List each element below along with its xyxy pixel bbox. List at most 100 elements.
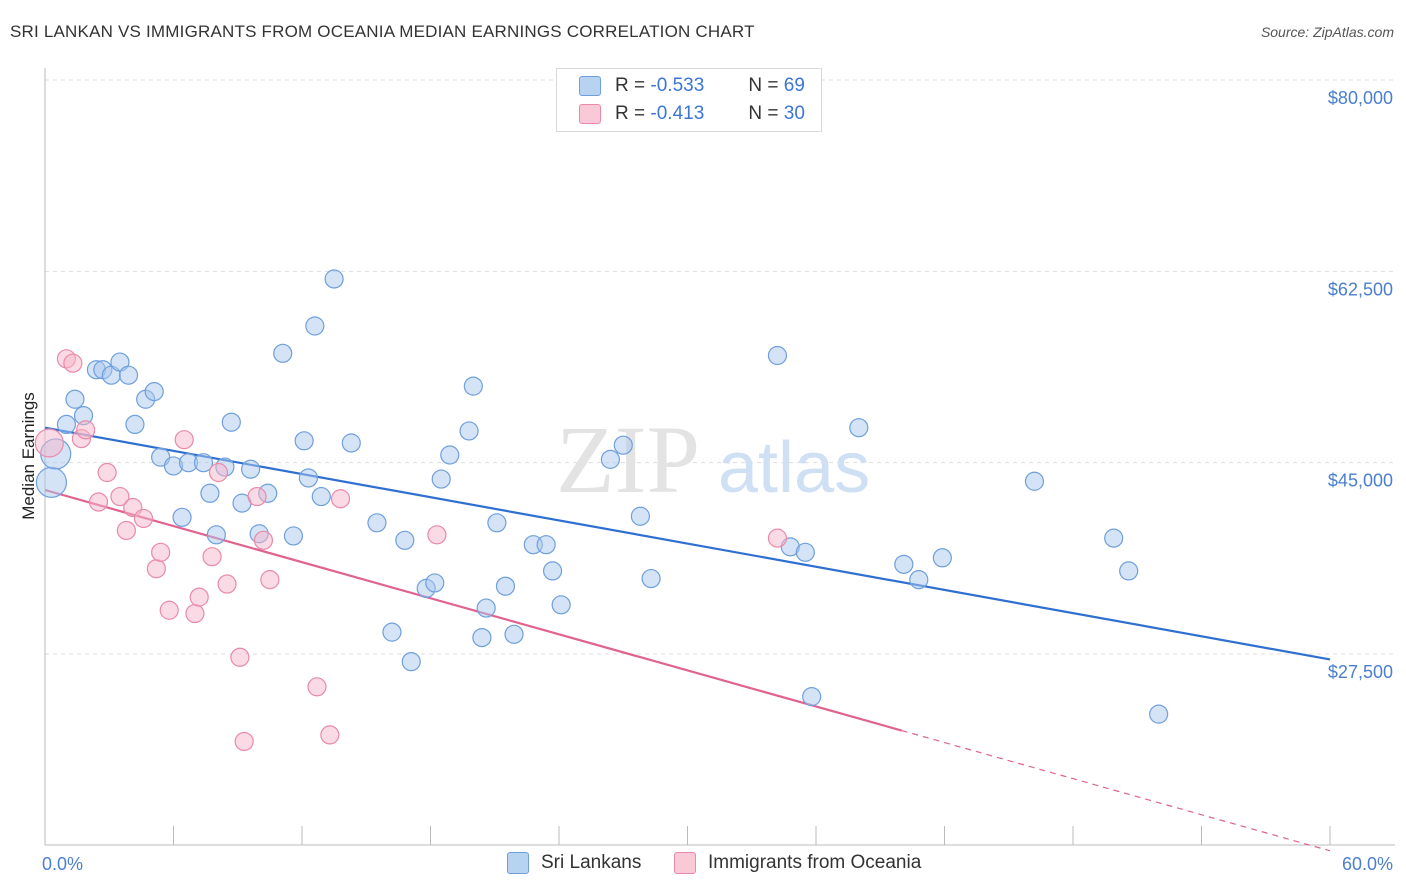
- data-point-oceania: [253, 530, 274, 550]
- data-point-sri-lankans: [630, 506, 650, 526]
- blue-swatch-icon: [507, 852, 529, 874]
- data-point-oceania: [260, 570, 280, 590]
- data-point-sri-lankans: [273, 343, 293, 363]
- data-point-sri-lankans: [431, 469, 451, 489]
- chart-title: SRI LANKAN VS IMMIGRANTS FROM OCEANIA ME…: [10, 22, 755, 41]
- r-label: R =: [615, 75, 646, 96]
- legend-label: Immigrants from Oceania: [708, 852, 922, 873]
- data-point-oceania: [76, 420, 96, 440]
- data-point-oceania: [146, 559, 166, 579]
- data-point-sri-lankans: [641, 568, 661, 589]
- data-point-sri-lankans: [613, 435, 633, 455]
- data-point-sri-lankans: [65, 389, 85, 409]
- data-point-sri-lankans: [172, 507, 192, 527]
- data-point-oceania: [159, 600, 179, 620]
- data-point-oceania: [151, 542, 171, 562]
- r-value: -0.533: [650, 75, 705, 96]
- y-tick-label: $27,500: [1328, 662, 1393, 682]
- r-label: R =: [615, 103, 646, 124]
- series-legend: Sri Lankans Immigrants from Oceania: [0, 852, 1406, 878]
- data-point-sri-lankans: [56, 414, 77, 434]
- data-point-sri-lankans: [894, 554, 914, 574]
- data-point-sri-lankans: [425, 573, 445, 593]
- data-point-oceania: [34, 428, 64, 458]
- pink-swatch-icon: [674, 852, 696, 874]
- data-point-sri-lankans: [206, 525, 226, 545]
- data-point-sri-lankans: [118, 365, 139, 385]
- data-point-oceania: [230, 647, 250, 667]
- data-point-sri-lankans: [367, 513, 387, 533]
- data-point-oceania: [307, 677, 327, 697]
- watermark-zip: ZIP: [556, 406, 700, 513]
- n-label: N =: [748, 75, 779, 96]
- data-point-oceania: [189, 587, 209, 607]
- data-point-sri-lankans: [311, 486, 331, 507]
- n-value: 69: [783, 75, 805, 96]
- data-point-sri-lankans: [294, 431, 314, 451]
- data-point-sri-lankans: [324, 269, 344, 289]
- source-credit: Source: ZipAtlas.com: [1260, 24, 1394, 40]
- data-point-sri-lankans: [1024, 471, 1045, 491]
- data-point-sri-lankans: [849, 418, 869, 438]
- legend-item-oceania[interactable]: Immigrants from Oceania: [674, 852, 921, 874]
- data-point-oceania: [330, 489, 351, 509]
- legend-label: Sri Lankans: [541, 852, 642, 873]
- data-point-sri-lankans: [305, 316, 325, 336]
- data-point-sri-lankans: [144, 382, 164, 402]
- data-point-sri-lankans: [495, 576, 516, 596]
- data-point-sri-lankans: [542, 561, 563, 581]
- data-point-sri-lankans: [463, 376, 483, 396]
- data-point-oceania: [63, 353, 83, 373]
- x-tick-label: 0.0%: [42, 854, 83, 874]
- data-point-oceania: [234, 731, 254, 752]
- data-point-oceania: [202, 547, 222, 567]
- blue-swatch-icon: [579, 76, 601, 96]
- data-point-sri-lankans: [395, 530, 415, 550]
- trendline-oceania: [44, 488, 902, 732]
- data-point-sri-lankans: [200, 483, 220, 503]
- trendline-oceania-extension: [901, 729, 1331, 852]
- data-point-sri-lankans: [472, 627, 492, 648]
- pink-swatch-icon: [579, 104, 601, 124]
- data-point-sri-lankans: [459, 421, 479, 441]
- data-point-sri-lankans: [382, 622, 402, 642]
- data-point-oceania: [97, 462, 117, 483]
- data-point-oceania: [110, 486, 130, 507]
- data-point-oceania: [185, 603, 205, 624]
- r-value: -0.413: [650, 103, 705, 124]
- data-point-sri-lankans: [1119, 561, 1139, 581]
- data-point-sri-lankans: [767, 345, 788, 366]
- n-label: N =: [748, 103, 779, 124]
- data-point-sri-lankans: [600, 449, 621, 469]
- data-point-oceania: [88, 492, 109, 512]
- data-point-sri-lankans: [476, 598, 496, 618]
- data-point-sri-lankans: [221, 412, 241, 432]
- data-point-oceania: [320, 725, 340, 745]
- data-point-sri-lankans: [298, 468, 319, 488]
- data-point-sri-lankans: [795, 542, 815, 562]
- data-point-sri-lankans: [193, 453, 214, 473]
- data-point-sri-lankans: [487, 513, 507, 533]
- data-point-oceania: [217, 574, 237, 594]
- data-point-sri-lankans: [283, 526, 304, 546]
- watermark-atlas: atlas: [718, 428, 870, 508]
- data-point-oceania: [174, 430, 194, 450]
- y-tick-label: $45,000: [1328, 471, 1393, 491]
- data-point-oceania: [116, 520, 136, 541]
- legend-item-sri-lankans[interactable]: Sri Lankans: [507, 852, 641, 874]
- data-point-sri-lankans: [241, 459, 261, 479]
- data-point-sri-lankans: [1104, 528, 1124, 548]
- data-point-sri-lankans: [440, 445, 460, 465]
- data-point-sri-lankans: [504, 624, 524, 644]
- data-point-oceania: [427, 525, 447, 545]
- data-point-oceania: [208, 462, 229, 483]
- data-point-oceania: [247, 486, 267, 507]
- data-point-oceania: [767, 528, 788, 548]
- data-point-sri-lankans: [932, 548, 952, 568]
- data-point-sri-lankans: [35, 466, 68, 498]
- stats-legend: R = -0.533 N = 69 R = -0.413 N = 30: [556, 68, 822, 132]
- data-point-sri-lankans: [125, 414, 145, 434]
- data-point-sri-lankans: [551, 595, 571, 615]
- x-tick-label: 60.0%: [1342, 854, 1393, 874]
